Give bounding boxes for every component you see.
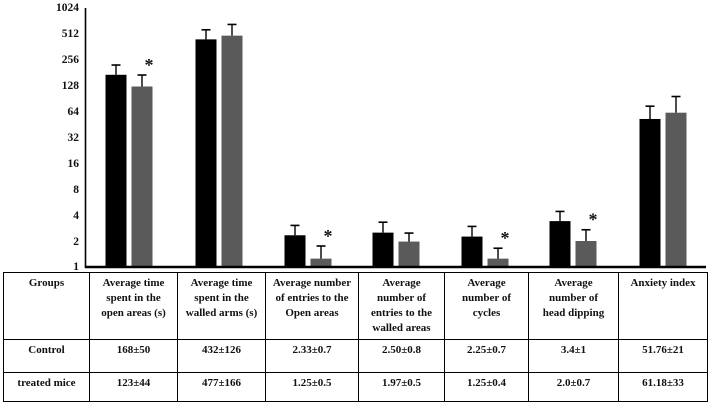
column-header-3: Average number of entries to the Open ar… (265, 272, 359, 340)
value-cell-row1-col5: 1.25±0.4 (444, 372, 529, 402)
control-bar-group-5 (461, 236, 483, 267)
y-tick-label-64: 64 (68, 106, 80, 118)
column-header-5: Average number of cycles (444, 272, 529, 340)
control-bar-group-6 (549, 221, 571, 267)
treated-bar-group-4 (398, 241, 420, 267)
value-cell-row0-col5: 2.25±0.7 (444, 339, 529, 373)
value-cell-row1-col7: 61.18±33 (618, 372, 708, 402)
treated-bar-group-1 (131, 86, 153, 267)
significance-asterisk-group-5: * (501, 228, 510, 248)
y-tick-label-128: 128 (62, 80, 80, 92)
y-tick-label-16: 16 (68, 158, 80, 170)
control-bar-group-1 (105, 74, 127, 267)
y-tick-label-1: 1 (73, 261, 79, 272)
column-header-6: Average number of head dipping (528, 272, 619, 340)
y-tick-label-512: 512 (62, 28, 80, 40)
value-cell-row1-col1: 123±44 (89, 372, 178, 402)
y-tick-label-8: 8 (73, 184, 79, 196)
y-tick-label-1024: 1024 (56, 2, 79, 14)
group-label-cell: Control (3, 339, 90, 373)
control-bar-group-7 (639, 118, 661, 267)
significance-asterisk-group-6: * (589, 210, 598, 230)
y-tick-label-4: 4 (73, 210, 79, 222)
column-header-4: Average number of entries to the walled … (358, 272, 445, 340)
control-bar-group-4 (372, 232, 394, 267)
table-row-treated-mice: treated mice 123±44 477±166 1.25±0.5 1.97±0.… (3, 372, 708, 402)
value-cell-row1-col4: 1.97±0.5 (358, 372, 445, 402)
y-tick-label-32: 32 (68, 132, 80, 144)
value-cell-row0-col3: 2.33±0.7 (265, 339, 359, 373)
column-header-2: Average time spent in the walled arms (s… (177, 272, 266, 340)
treated-bar-group-6 (575, 241, 597, 267)
value-cell-row0-col2: 432±126 (177, 339, 266, 373)
group-label-cell: treated mice (3, 372, 90, 402)
value-cell-row0-col1: 168±50 (89, 339, 178, 373)
bar-chart: 1024 512 256 128 64 32 16 8 4 2 1 * * * * (56, 2, 706, 272)
significance-asterisk-group-3: * (324, 226, 333, 246)
y-tick-label-256: 256 (62, 54, 80, 66)
control-bar-group-3 (284, 235, 306, 267)
treated-bar-group-7 (665, 112, 687, 267)
y-tick-label-2: 2 (73, 236, 79, 248)
column-header-7: Anxiety index (618, 272, 708, 340)
table-row-control: Control 168±50 432±126 2.33±0.7 2.50±0.8 2.25… (3, 339, 708, 373)
value-cell-row1-col3: 1.25±0.5 (265, 372, 359, 402)
table-header-row: Groups Average time spent in the open are… (3, 272, 708, 340)
significance-asterisk-group-1: * (145, 55, 154, 75)
bar-chart-canvas: 1024 512 256 128 64 32 16 8 4 2 1 * * * * (56, 2, 706, 272)
treated-bar-group-3 (310, 258, 332, 267)
control-bar-group-2 (195, 39, 217, 267)
results-table: Groups Average time spent in the open are… (3, 272, 708, 402)
value-cell-row0-col4: 2.50±0.8 (358, 339, 445, 373)
column-header-0: Groups (3, 272, 90, 340)
treated-bar-group-5 (487, 258, 509, 267)
value-cell-row0-col7: 51.76±21 (618, 339, 708, 373)
treated-bar-group-2 (221, 35, 243, 267)
value-cell-row0-col6: 3.4±1 (528, 339, 619, 373)
column-header-1: Average time spent in the open areas (s) (89, 272, 178, 340)
value-cell-row1-col6: 2.0±0.7 (528, 372, 619, 402)
value-cell-row1-col2: 477±166 (177, 372, 266, 402)
